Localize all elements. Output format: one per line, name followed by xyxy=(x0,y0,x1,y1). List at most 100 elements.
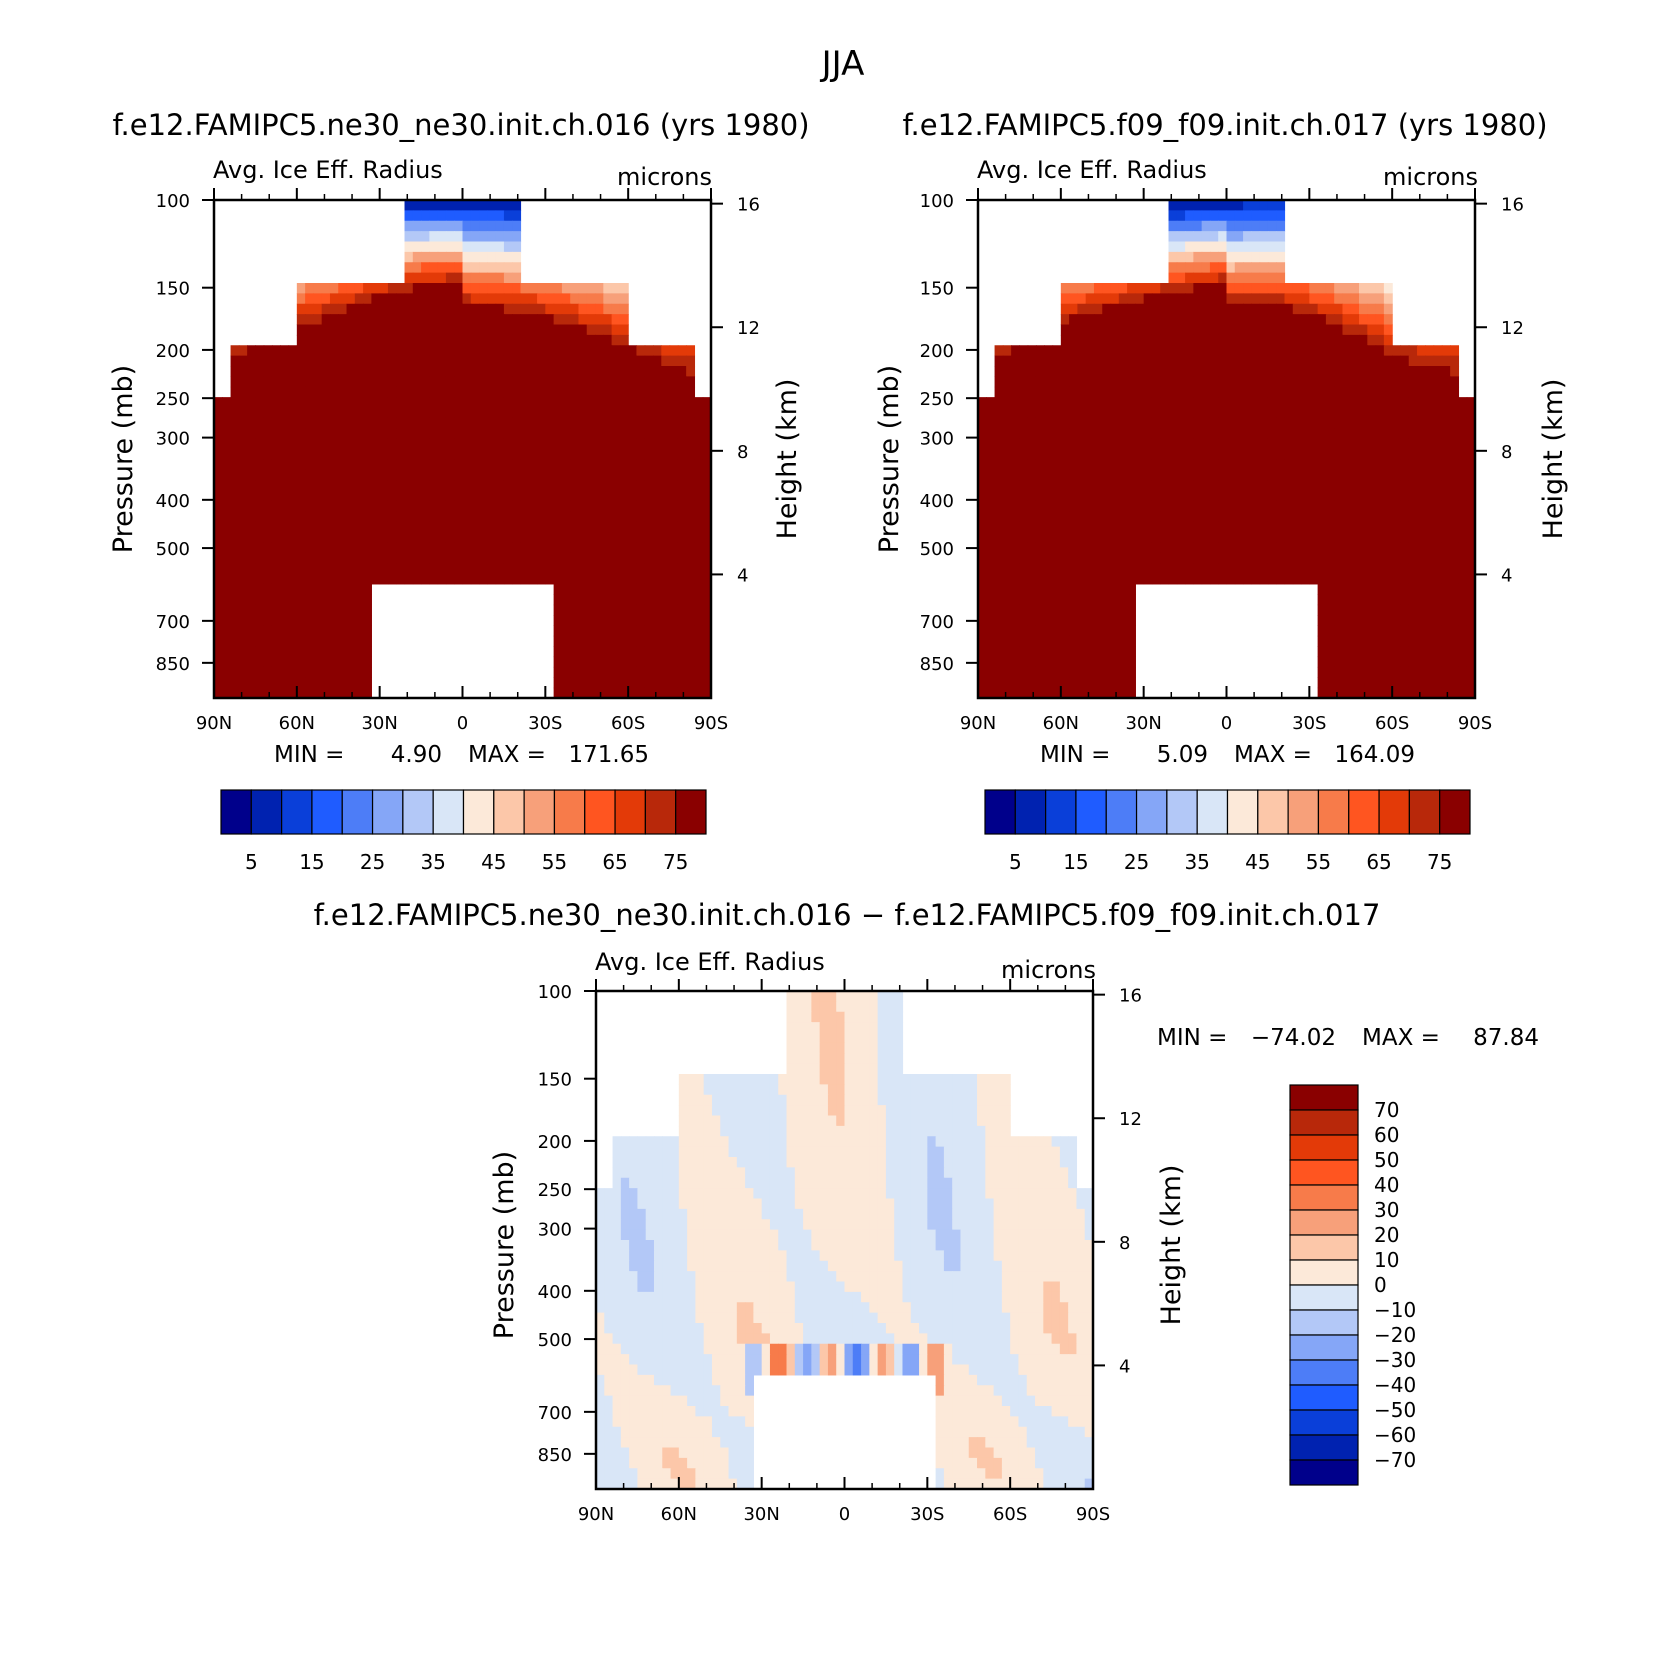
contour-cell xyxy=(677,428,687,440)
contour-cell xyxy=(1466,542,1476,554)
contour-cell xyxy=(1392,583,1402,595)
contour-cell xyxy=(1334,677,1344,689)
contour-cell xyxy=(629,1136,639,1148)
contour-cell xyxy=(1143,480,1153,492)
contour-cell xyxy=(1450,438,1460,450)
contour-cell xyxy=(1160,573,1170,585)
contour-cell xyxy=(1060,428,1070,440)
contour-cell xyxy=(1375,449,1385,460)
contour-cell xyxy=(1069,376,1078,388)
contour-cell xyxy=(811,1157,821,1168)
contour-cell xyxy=(429,490,439,502)
contour-cell xyxy=(1093,625,1103,637)
contour-cell xyxy=(578,428,588,440)
contour-cell xyxy=(1400,417,1410,429)
contour-cell xyxy=(387,573,397,585)
contour-cell xyxy=(1367,345,1377,357)
contour-cell xyxy=(894,1022,904,1034)
contour-cell xyxy=(1176,428,1186,440)
contour-cell xyxy=(687,1074,696,1085)
contour-cell xyxy=(537,449,546,460)
contour-cell xyxy=(844,1157,854,1168)
contour-cell xyxy=(1201,532,1211,543)
contour-cell xyxy=(1035,345,1045,357)
contour-cell xyxy=(986,687,996,699)
contour-cell xyxy=(321,407,331,419)
contour-cell xyxy=(736,1136,746,1148)
contour-cell xyxy=(1284,480,1294,492)
contour-cell xyxy=(803,1042,812,1054)
contour-cell xyxy=(894,1125,904,1137)
contour-cell xyxy=(1135,314,1145,326)
contour-cell xyxy=(305,376,314,388)
contour-cell xyxy=(1019,428,1029,440)
contour-cell xyxy=(561,490,571,502)
contour-cell xyxy=(396,334,406,346)
contour-cell xyxy=(495,386,505,398)
contour-cell xyxy=(977,1125,986,1137)
contour-cell xyxy=(1251,241,1261,253)
contour-cell xyxy=(462,500,472,512)
contour-cell xyxy=(387,303,397,315)
contour-cell xyxy=(363,532,372,543)
contour-cell xyxy=(1069,625,1078,637)
contour-cell xyxy=(1276,210,1286,222)
contour-cell xyxy=(321,625,331,637)
contour-cell xyxy=(363,334,372,346)
contour-cell xyxy=(669,417,679,429)
contour-cell xyxy=(1251,500,1261,512)
contour-cell xyxy=(1417,490,1426,502)
contour-cell xyxy=(1077,386,1087,398)
contour-cell xyxy=(354,438,364,450)
contour-cell xyxy=(603,438,613,450)
contour-cell xyxy=(852,1053,862,1065)
contour-cell xyxy=(628,417,638,429)
contour-cell xyxy=(230,646,240,658)
contour-cell xyxy=(877,1074,887,1085)
contour-cell xyxy=(271,635,281,647)
contour-cell xyxy=(803,1115,812,1127)
contour-cell xyxy=(1301,521,1310,533)
contour-cell xyxy=(1243,459,1252,471)
contour-cell xyxy=(1234,500,1244,512)
contour-cell xyxy=(1044,449,1054,460)
contour-cell xyxy=(470,563,480,575)
contour-cell xyxy=(1425,687,1435,699)
contour-cell xyxy=(1359,293,1368,305)
contour-cell xyxy=(636,397,646,409)
contour-cell xyxy=(396,324,406,336)
contour-cell xyxy=(1110,469,1120,481)
contour-cell xyxy=(495,511,505,523)
contour-cell xyxy=(437,200,447,211)
contour-cell xyxy=(346,542,356,554)
contour-cell xyxy=(462,293,472,305)
colorbar-box xyxy=(220,789,252,835)
contour-cell xyxy=(1367,573,1377,585)
contour-cell xyxy=(1251,324,1261,336)
contour-cell xyxy=(1342,397,1352,409)
contour-cell xyxy=(1408,625,1418,637)
contour-cell xyxy=(1425,552,1435,564)
contour-cell xyxy=(619,303,629,315)
contour-cell xyxy=(711,1157,721,1168)
contour-cell xyxy=(611,646,621,658)
contour-cell xyxy=(927,1146,937,1158)
contour-cell xyxy=(769,1115,779,1127)
contour-cell xyxy=(1251,532,1261,543)
contour-cell xyxy=(1127,594,1136,606)
contour-cell xyxy=(271,687,281,699)
contour-cell xyxy=(619,407,629,419)
contour-cell xyxy=(247,552,257,564)
contour-cell xyxy=(1160,532,1170,543)
contour-cell xyxy=(263,438,273,450)
contour-cell xyxy=(1359,283,1368,294)
contour-cell xyxy=(1425,573,1435,585)
contour-cell xyxy=(844,1084,854,1096)
contour-cell xyxy=(1218,366,1228,377)
contour-cell xyxy=(661,417,671,429)
contour-cell xyxy=(363,469,372,481)
contour-cell xyxy=(354,635,364,647)
contour-cell xyxy=(986,646,996,658)
contour-cell xyxy=(1317,303,1327,315)
contour-cell xyxy=(1334,573,1344,585)
